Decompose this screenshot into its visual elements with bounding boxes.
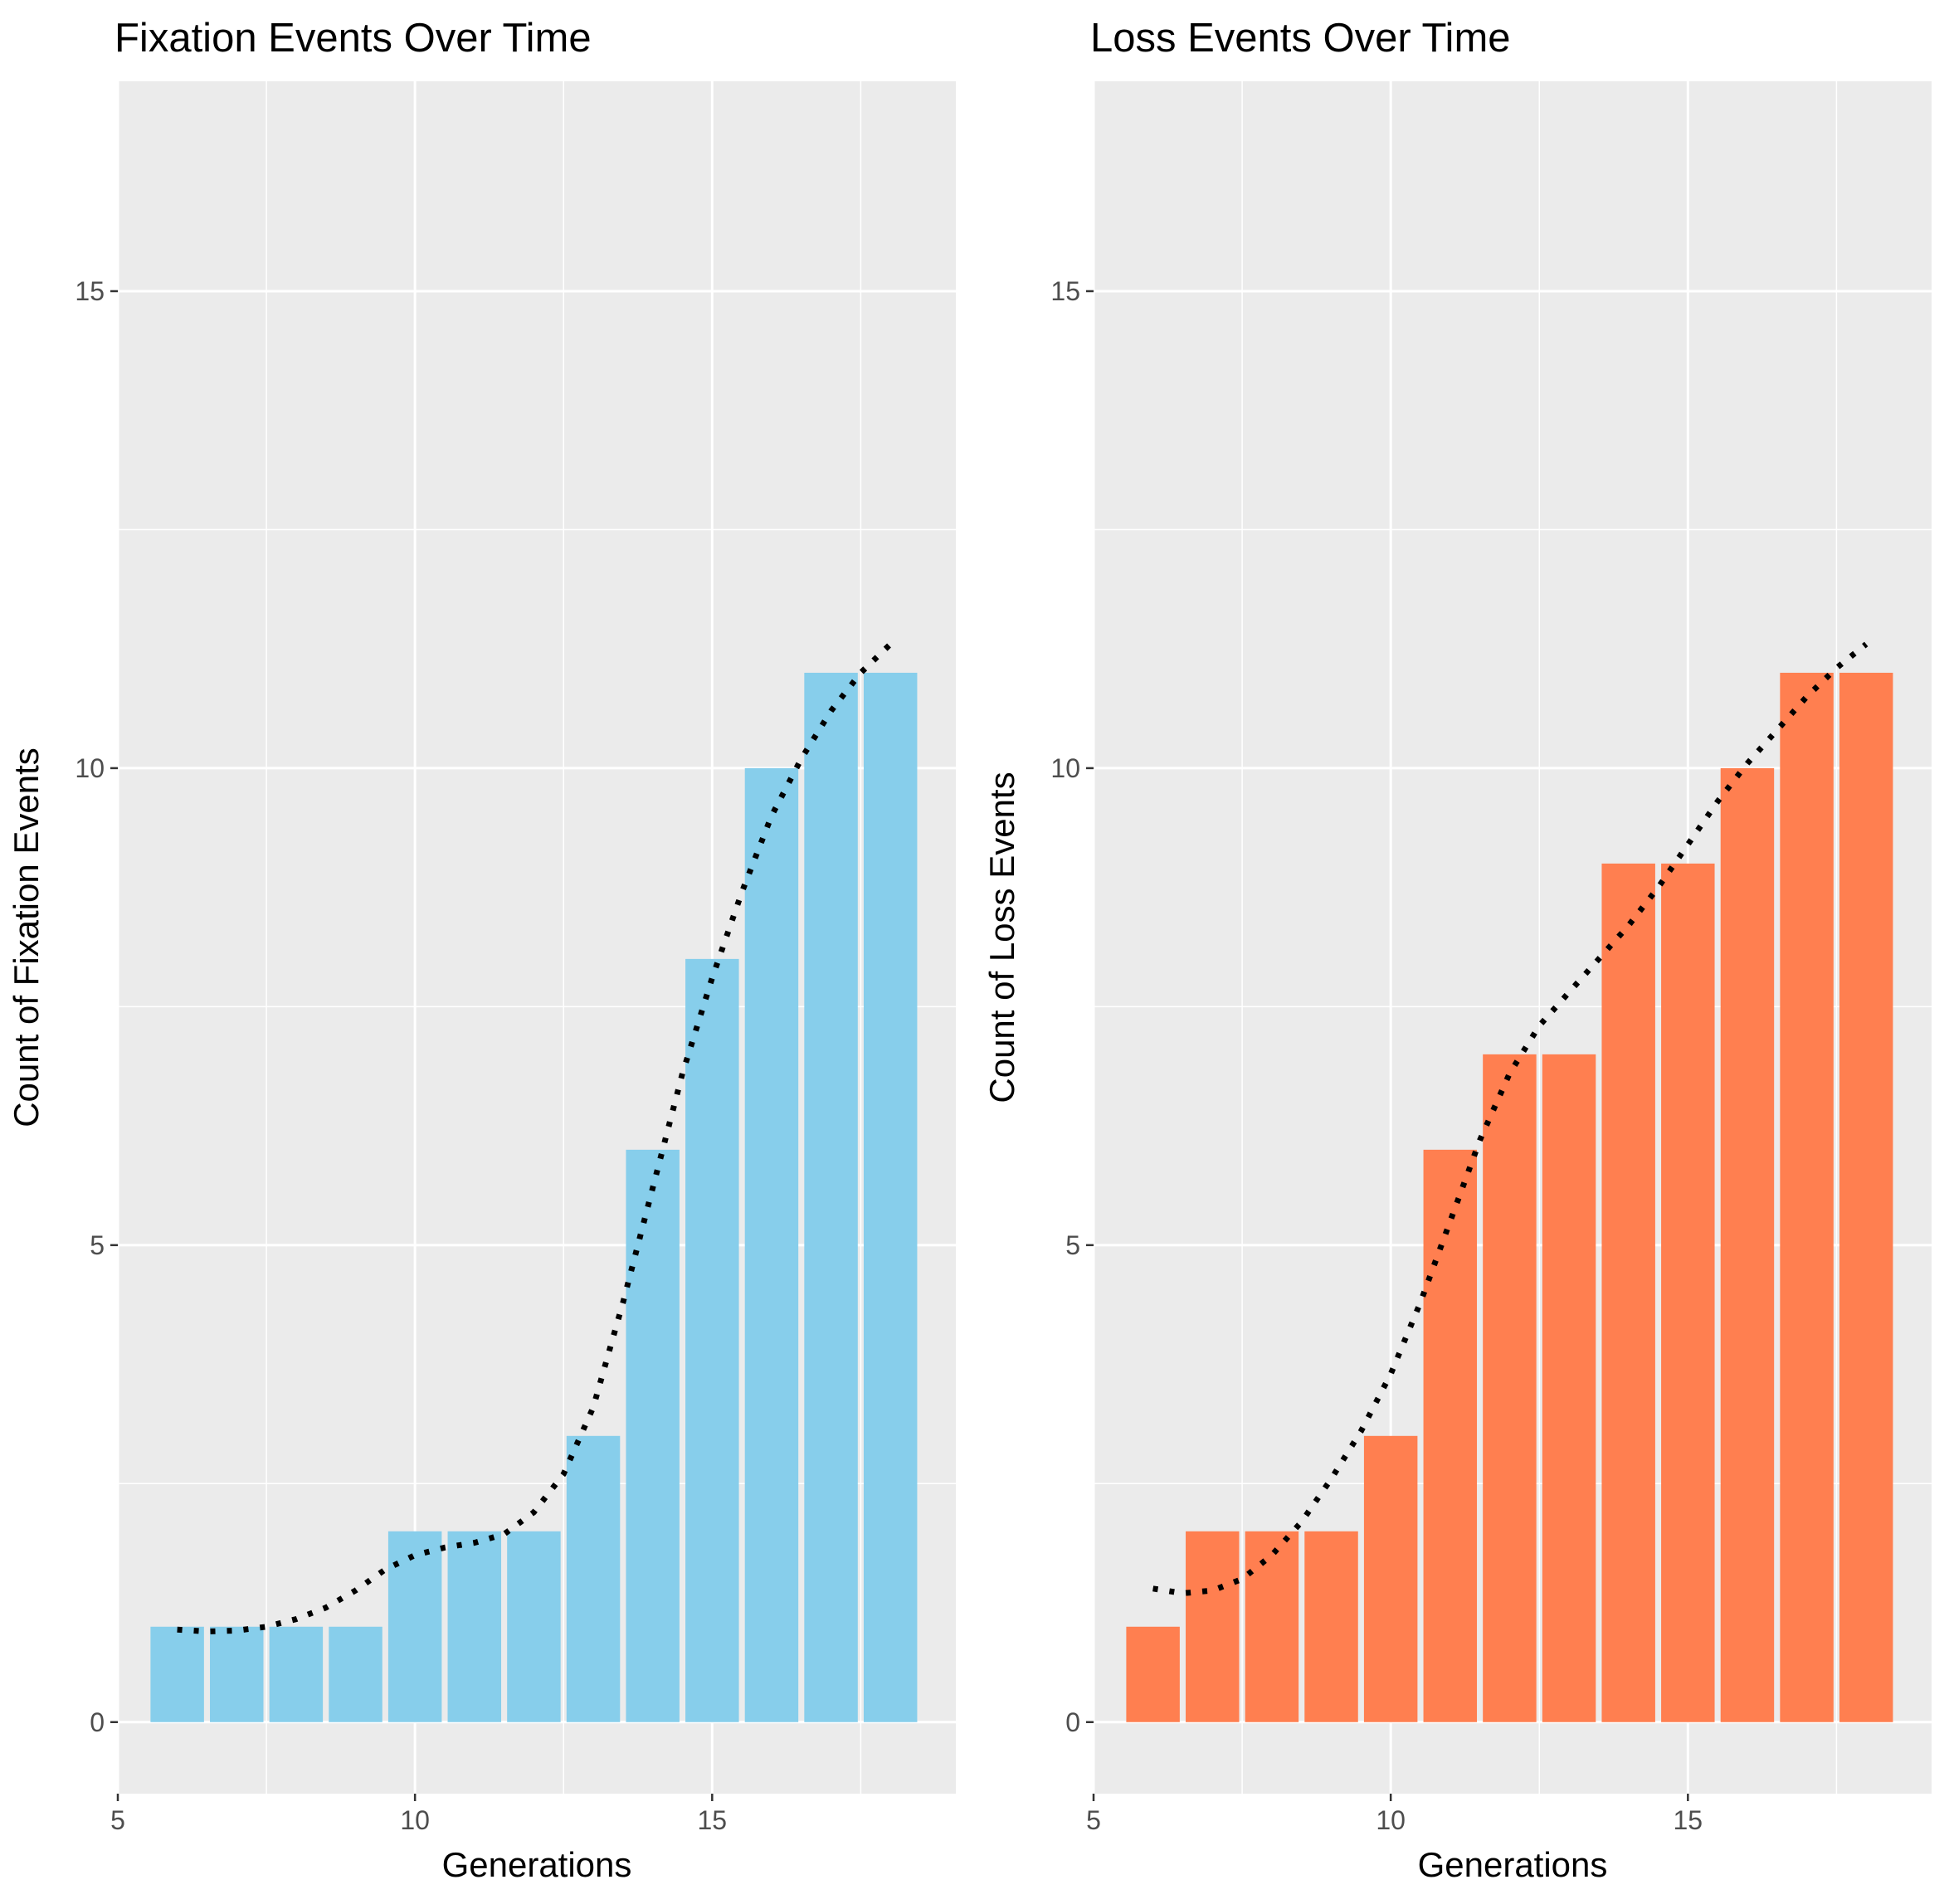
- bar: [863, 672, 918, 1722]
- y-ticks: 0 5 10 15: [1050, 276, 1094, 1737]
- bar: [1601, 863, 1655, 1722]
- x-tick-label: 10: [1376, 1805, 1406, 1835]
- x-axis-title: Generations: [1418, 1845, 1608, 1884]
- y-axis-title: Count of Loss Events: [982, 772, 1021, 1103]
- bar: [1126, 1626, 1180, 1722]
- y-tick-label: 5: [90, 1230, 105, 1260]
- y-tick-label: 0: [90, 1707, 105, 1737]
- x-ticks: 5 10 15: [1086, 1794, 1703, 1835]
- loss-panel: Loss Events Over Time 5 10 15 0 5 10 15 Gener…: [982, 16, 1932, 1884]
- bar: [626, 1149, 680, 1722]
- bar: [1363, 1435, 1418, 1722]
- bar: [210, 1626, 264, 1722]
- bar: [1245, 1531, 1299, 1722]
- bar: [447, 1531, 502, 1722]
- bar: [804, 672, 858, 1722]
- minor-grid: [118, 81, 956, 1794]
- bar: [1720, 767, 1775, 1722]
- bar: [1780, 672, 1834, 1722]
- chart-title: Loss Events Over Time: [1090, 16, 1511, 61]
- y-axis-title: Count of Fixation Events: [7, 747, 46, 1127]
- bar: [507, 1531, 561, 1722]
- trend-line: [1152, 641, 1869, 1597]
- bars: [1126, 672, 1893, 1722]
- bar: [685, 958, 739, 1722]
- y-tick-label: 15: [1050, 276, 1080, 306]
- bar: [566, 1435, 621, 1722]
- bar: [1661, 863, 1715, 1722]
- bar: [1483, 1054, 1537, 1722]
- x-tick-label: 15: [1674, 1805, 1703, 1835]
- bar: [1542, 1054, 1596, 1722]
- bar: [744, 767, 799, 1722]
- bars: [150, 672, 918, 1722]
- x-axis-title: Generations: [442, 1845, 632, 1884]
- x-ticks: 5 10 15: [110, 1794, 727, 1835]
- bar: [1839, 672, 1893, 1722]
- x-tick-label: 15: [698, 1805, 728, 1835]
- bar: [269, 1626, 324, 1722]
- y-ticks: 0 5 10 15: [75, 276, 118, 1737]
- y-tick-label: 15: [75, 276, 105, 306]
- x-tick-label: 5: [110, 1805, 125, 1835]
- y-tick-label: 10: [1050, 753, 1080, 783]
- bar: [1304, 1531, 1358, 1722]
- bar: [387, 1531, 442, 1722]
- x-tick-label: 10: [400, 1805, 430, 1835]
- chart-title: Fixation Events Over Time: [115, 16, 592, 61]
- y-tick-label: 0: [1065, 1707, 1080, 1737]
- y-tick-label: 5: [1065, 1230, 1080, 1260]
- x-tick-label: 5: [1086, 1805, 1101, 1835]
- bar: [329, 1626, 382, 1722]
- bar: [1423, 1149, 1478, 1722]
- fixation-panel: Fixation Events Over Time 5 10 15 0 5 10 15 G…: [7, 16, 956, 1884]
- trend-line: [177, 641, 893, 1635]
- bar: [1186, 1531, 1240, 1722]
- y-tick-label: 10: [75, 753, 105, 783]
- bar: [150, 1626, 204, 1722]
